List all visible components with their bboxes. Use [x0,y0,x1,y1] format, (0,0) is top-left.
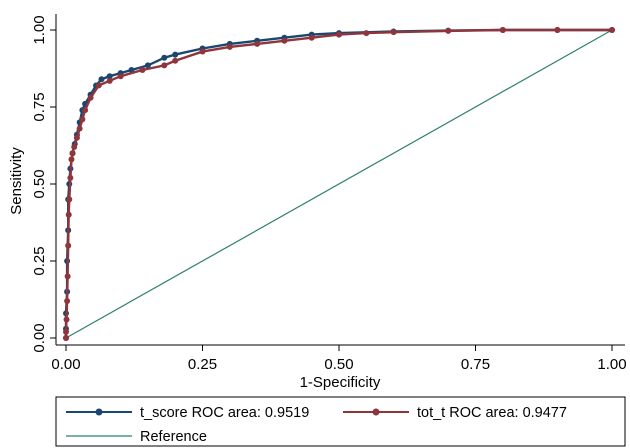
data-point-tot-t [117,73,124,80]
data-point-tot-t [71,144,78,151]
data-point-t-score [98,76,105,83]
data-point-tot-t [199,48,206,55]
y-tick-label: 0.25 [31,246,48,275]
data-point-tot-t [161,62,168,69]
y-tick-label: 0.50 [31,169,48,198]
data-point-tot-t [308,34,315,41]
data-point-tot-t [64,298,71,305]
data-point-tot-t [68,156,75,163]
x-tick-label: 1.00 [597,356,626,373]
data-point-tot-t [254,40,261,47]
data-point-tot-t [281,37,288,44]
axis-ticks: 0.00 0.25 0.50 0.75 1.00 0.00 0.25 0.50 0.75 1.00 [31,15,627,373]
data-point-tot-t [73,134,80,141]
data-point-tot-t [554,27,561,33]
data-point-t-score [106,73,113,80]
series-group [63,27,615,341]
data-point-tot-t [87,94,94,101]
data-point-tot-t [139,67,146,74]
data-point-tot-t [79,116,86,123]
data-point-tot-t [82,107,89,114]
series-reference [65,29,613,339]
y-axis-title: Sensitivity [8,147,25,215]
data-point-tot-t [336,31,342,38]
plot-frame [55,14,625,346]
data-point-t-score [172,51,179,58]
x-tick-label: 0.25 [188,356,217,373]
series-line-reference [65,29,613,339]
legend-marker-t-score [95,408,103,416]
data-point-tot-t [106,77,113,84]
data-point-tot-t [65,211,72,218]
data-point-tot-t [64,273,71,280]
data-point-tot-t [63,316,70,323]
data-point-tot-t [499,27,506,33]
data-point-tot-t [66,196,73,203]
data-point-tot-t [226,43,233,50]
legend-label-reference: Reference [140,429,207,445]
legend-box [55,396,626,447]
data-point-t-score [144,62,151,69]
data-point-tot-t [445,27,452,34]
legend-label-tot-t: tot_t ROC area: 0.9477 [417,405,567,421]
data-point-tot-t [76,125,83,132]
y-tick-label: 0.00 [31,323,48,352]
series-tot-t [63,27,615,341]
data-point-tot-t [363,30,370,37]
legend: t_score ROC area: 0.9519 tot_t ROC area: … [55,396,626,447]
y-tick-label: 1.00 [31,15,48,44]
data-point-t-score [161,54,168,61]
data-point-tot-t [172,57,179,64]
data-point-tot-t [65,242,72,249]
legend-label-t-score: t_score ROC area: 0.9519 [140,405,309,421]
data-point-tot-t [609,27,615,33]
x-tick-label: 0.00 [51,356,80,373]
x-axis-title: 1-Specificity [300,374,381,391]
data-point-tot-t [95,82,102,89]
data-point-tot-t [69,150,76,157]
legend-marker-tot-t [372,408,380,416]
y-tick-label: 0.75 [31,92,48,121]
x-tick-label: 0.50 [324,356,353,373]
x-tick-label: 0.75 [461,356,490,373]
data-point-tot-t [63,335,69,341]
data-point-tot-t [390,29,397,36]
data-point-tot-t [63,328,69,335]
data-point-tot-t [67,174,74,181]
